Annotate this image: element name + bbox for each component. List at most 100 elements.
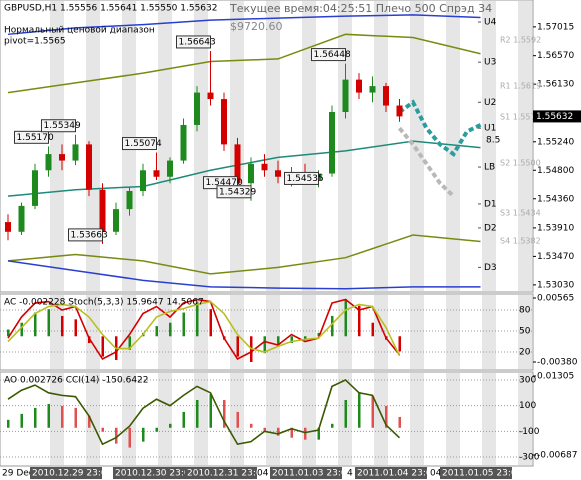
candle-body: [153, 170, 160, 177]
histogram-bar: [304, 427, 307, 440]
pivot-label: R1 1.5619: [500, 82, 541, 91]
session-stripe: [446, 373, 460, 465]
candle-body: [140, 170, 146, 191]
histogram-bar: [277, 336, 280, 347]
session-stripe: [518, 1, 532, 291]
date-box: [440, 467, 512, 479]
level-label: D1: [484, 199, 497, 209]
x-tick-label: 2010.12.31 23:00: [187, 469, 268, 479]
y2-tick-label: 100: [519, 401, 536, 411]
session-stripe: [266, 1, 280, 291]
candle-body: [113, 209, 119, 232]
candle-body: [234, 144, 241, 184]
candle-body: [180, 124, 187, 161]
candle-body: [99, 189, 106, 232]
candle-body: [86, 144, 92, 190]
x-tick-label: 4: [347, 469, 353, 479]
pivot-label: S2 1.5500: [500, 159, 541, 168]
histogram-bar: [317, 427, 320, 440]
price-box: [122, 137, 157, 151]
histogram-bar: [20, 322, 23, 337]
histogram-bar: [358, 392, 361, 428]
session-stripe: [86, 1, 100, 291]
candle-body: [396, 105, 403, 117]
price-box: [176, 35, 211, 49]
session-stripe: [302, 1, 316, 291]
date-box: [185, 467, 257, 479]
candle-body: [261, 163, 268, 171]
price-box: [216, 185, 252, 199]
y-tick-label: 1.55240: [537, 137, 574, 147]
histogram-bar: [7, 419, 10, 428]
histogram-bar: [115, 427, 118, 444]
histogram-bar: [290, 336, 293, 344]
histogram-bar: [34, 312, 37, 337]
x-tick-label: 29 Dec: [2, 469, 34, 479]
panel-title: AC -0.002228 Stoch(5,3,3) 15.9647 14.506…: [4, 298, 204, 308]
price-box: [311, 48, 346, 62]
histogram-bar: [74, 407, 77, 428]
session-stripe: [266, 295, 280, 369]
price-box: [14, 130, 49, 144]
session-stripe: [266, 373, 280, 465]
session-stripe: [374, 373, 388, 465]
candle-body: [18, 205, 25, 232]
x-tick-label: 2011.01.05 23:00: [442, 469, 523, 479]
session-stripe: [302, 373, 316, 465]
forecast-line: [398, 99, 482, 157]
level-label: U3: [484, 58, 496, 68]
level-label: D3: [484, 263, 497, 273]
histogram-bar: [155, 326, 158, 337]
histogram-bar: [7, 329, 10, 337]
session-stripe: [410, 295, 424, 369]
price-box: [41, 119, 76, 133]
histogram-bar: [74, 319, 77, 337]
histogram-bar: [88, 415, 91, 428]
price-label: 1.56643: [179, 37, 216, 47]
price-label: 1.55170: [17, 133, 54, 143]
session-stripe: [50, 373, 64, 465]
histogram-bar: [128, 427, 131, 448]
session-stripe: [194, 1, 208, 291]
session-stripe: [86, 373, 100, 465]
session-stripe: [446, 295, 460, 369]
y-tick-label: 1.54800: [537, 166, 574, 176]
x-tick-label: 2010.12.29 23:00: [32, 469, 113, 479]
date-box: [113, 467, 185, 479]
histogram-bar: [128, 336, 131, 350]
session-stripe: [230, 295, 244, 369]
y2-tick-label: -300: [519, 453, 540, 463]
histogram-bar: [331, 423, 334, 428]
level-label: U2: [484, 98, 496, 108]
histogram-bar: [47, 403, 50, 428]
histogram-bar: [61, 315, 64, 337]
histogram-bar: [358, 305, 361, 337]
session-stripe: [482, 295, 496, 369]
indicator-name: Нормальный ценовой диапазон: [4, 26, 155, 36]
last-price-label: 1.55632: [536, 112, 573, 122]
histogram-bar: [209, 309, 212, 337]
session-stripe: [482, 1, 496, 291]
histogram-bar: [398, 336, 401, 352]
level-label: U1: [484, 124, 496, 134]
histogram-bar: [61, 405, 64, 428]
histogram-bar: [169, 322, 172, 337]
candle-body: [59, 154, 65, 161]
candle-body: [248, 163, 254, 184]
session-stripe: [482, 373, 496, 465]
x-tick-label: 2011.01.04 23:00: [357, 469, 438, 479]
histogram-bar: [344, 299, 347, 337]
y-tick-label: 1.56570: [537, 51, 574, 61]
date-box: [355, 467, 427, 479]
x-tick-label: 04: [430, 469, 442, 479]
histogram-bar: [398, 416, 401, 428]
candle-body: [32, 170, 38, 206]
candle-body: [369, 86, 376, 93]
x-tick-label: 04: [257, 469, 269, 479]
y-tick-label: 1.53470: [537, 252, 574, 262]
pivot-label: S1 1.5575: [500, 113, 541, 122]
y-tick-label: 1.53910: [537, 223, 574, 233]
session-stripe: [158, 295, 172, 369]
candle-body: [329, 112, 335, 174]
session-stripe: [410, 1, 424, 291]
